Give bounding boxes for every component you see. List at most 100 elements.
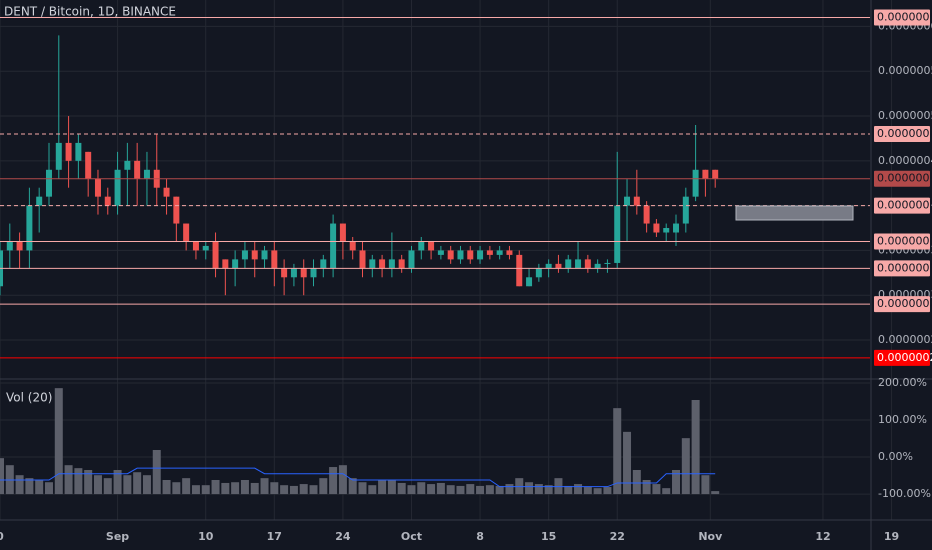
volume-bar [93,475,102,495]
volume-bar [299,484,308,495]
candle-body [222,259,229,269]
volume-bar [623,431,632,495]
candle-body [183,223,190,242]
grid [0,0,893,520]
volume-bar [172,482,181,495]
y-tick-label: 200.00% [878,376,927,389]
volume-bar [593,488,602,495]
x-tick-label: 22 [610,530,625,543]
candle-body [516,254,523,287]
volume-bar [534,484,543,495]
candle-body [114,169,121,206]
volume-bar [446,485,455,495]
y-tick-label: 0.00000045 [878,154,932,167]
candle-body [339,223,346,242]
price-label: 0.00000023 [877,351,932,364]
candle-body [379,259,386,269]
volume-bar [142,475,151,495]
y-tick-label: -100.00% [878,487,931,500]
volume-bar [54,388,63,495]
candle-body [614,205,621,263]
candle-body [320,259,327,269]
price-label: 0.00000036 [877,234,932,247]
volume-bar [691,400,700,495]
volume-bar [133,472,142,495]
volume-bar [515,478,524,495]
candle-body [633,196,640,206]
candle-body [506,250,513,255]
candle-body [241,250,248,260]
volume-bar [632,470,641,495]
price-label: 0.00000029 [877,297,932,310]
volume-bar [152,450,161,495]
candle-body [467,250,474,260]
candle-body [261,250,268,260]
candle-body [359,250,366,269]
volume-bar [574,484,583,495]
candle-body [271,250,278,269]
x-tick-label: 17 [267,530,282,543]
candle-body [604,262,611,264]
candle-body [330,223,337,269]
x-tick-label: 0 [0,530,4,543]
volume-bar [417,482,426,495]
candle-body [653,223,660,233]
x-tick-label: Nov [698,530,723,543]
volume-bar [113,470,122,495]
candle-body [535,268,542,278]
candle-body [712,169,719,179]
candle-body [545,263,552,269]
volume-bar [15,475,24,495]
candle-body [202,245,209,251]
candle-body [594,263,601,269]
volume-bar [211,480,220,495]
price-label: 0.00000033 [877,261,932,274]
price-label-box [874,233,930,250]
candle-body [692,169,699,197]
price-label-box [874,349,930,366]
candle-body [673,223,680,233]
price-label-box [874,125,930,142]
candle-body [496,250,503,255]
x-tick-label: 10 [198,530,214,543]
volume-bar [603,487,612,495]
drawn-box [735,205,854,221]
volume-bar [407,485,416,495]
candle-body [192,241,199,251]
volume-bar [613,408,622,495]
volume-bar [554,478,563,495]
volume-bar [368,485,377,495]
candle-body [349,241,356,251]
volume-bar [387,480,396,495]
x-tick-label: 15 [541,530,556,543]
volume-bar [662,488,671,495]
y-tick-label: 0.00000050 [878,109,932,122]
volume-bar [466,484,475,495]
candle-body [232,259,239,269]
volume-bar [309,485,318,495]
candle-body [124,160,131,170]
candle-body [104,196,111,206]
volume-bar [319,478,328,495]
volume-bar [162,480,171,495]
candle-body [418,241,425,251]
volume-bar [397,482,406,495]
candle-body [94,178,101,197]
volume-bar [231,482,240,495]
candle-body [388,259,395,269]
volume-bar [427,484,436,495]
volume-bar [358,482,367,495]
candle-body [75,142,82,161]
candle-body [663,228,670,233]
candle-body [437,250,444,255]
candle-body [643,205,650,224]
candle-body [555,263,562,269]
price-label-box [874,260,930,277]
volume-bar [583,487,592,495]
candle-body [300,268,307,278]
candle-body [143,169,150,179]
candle-body [251,250,258,260]
axes: 0Sep101724Oct81522Nov12190.000000600.000… [0,9,932,543]
price-label: 0.00000040 [877,199,932,212]
volume-bar [0,458,4,495]
